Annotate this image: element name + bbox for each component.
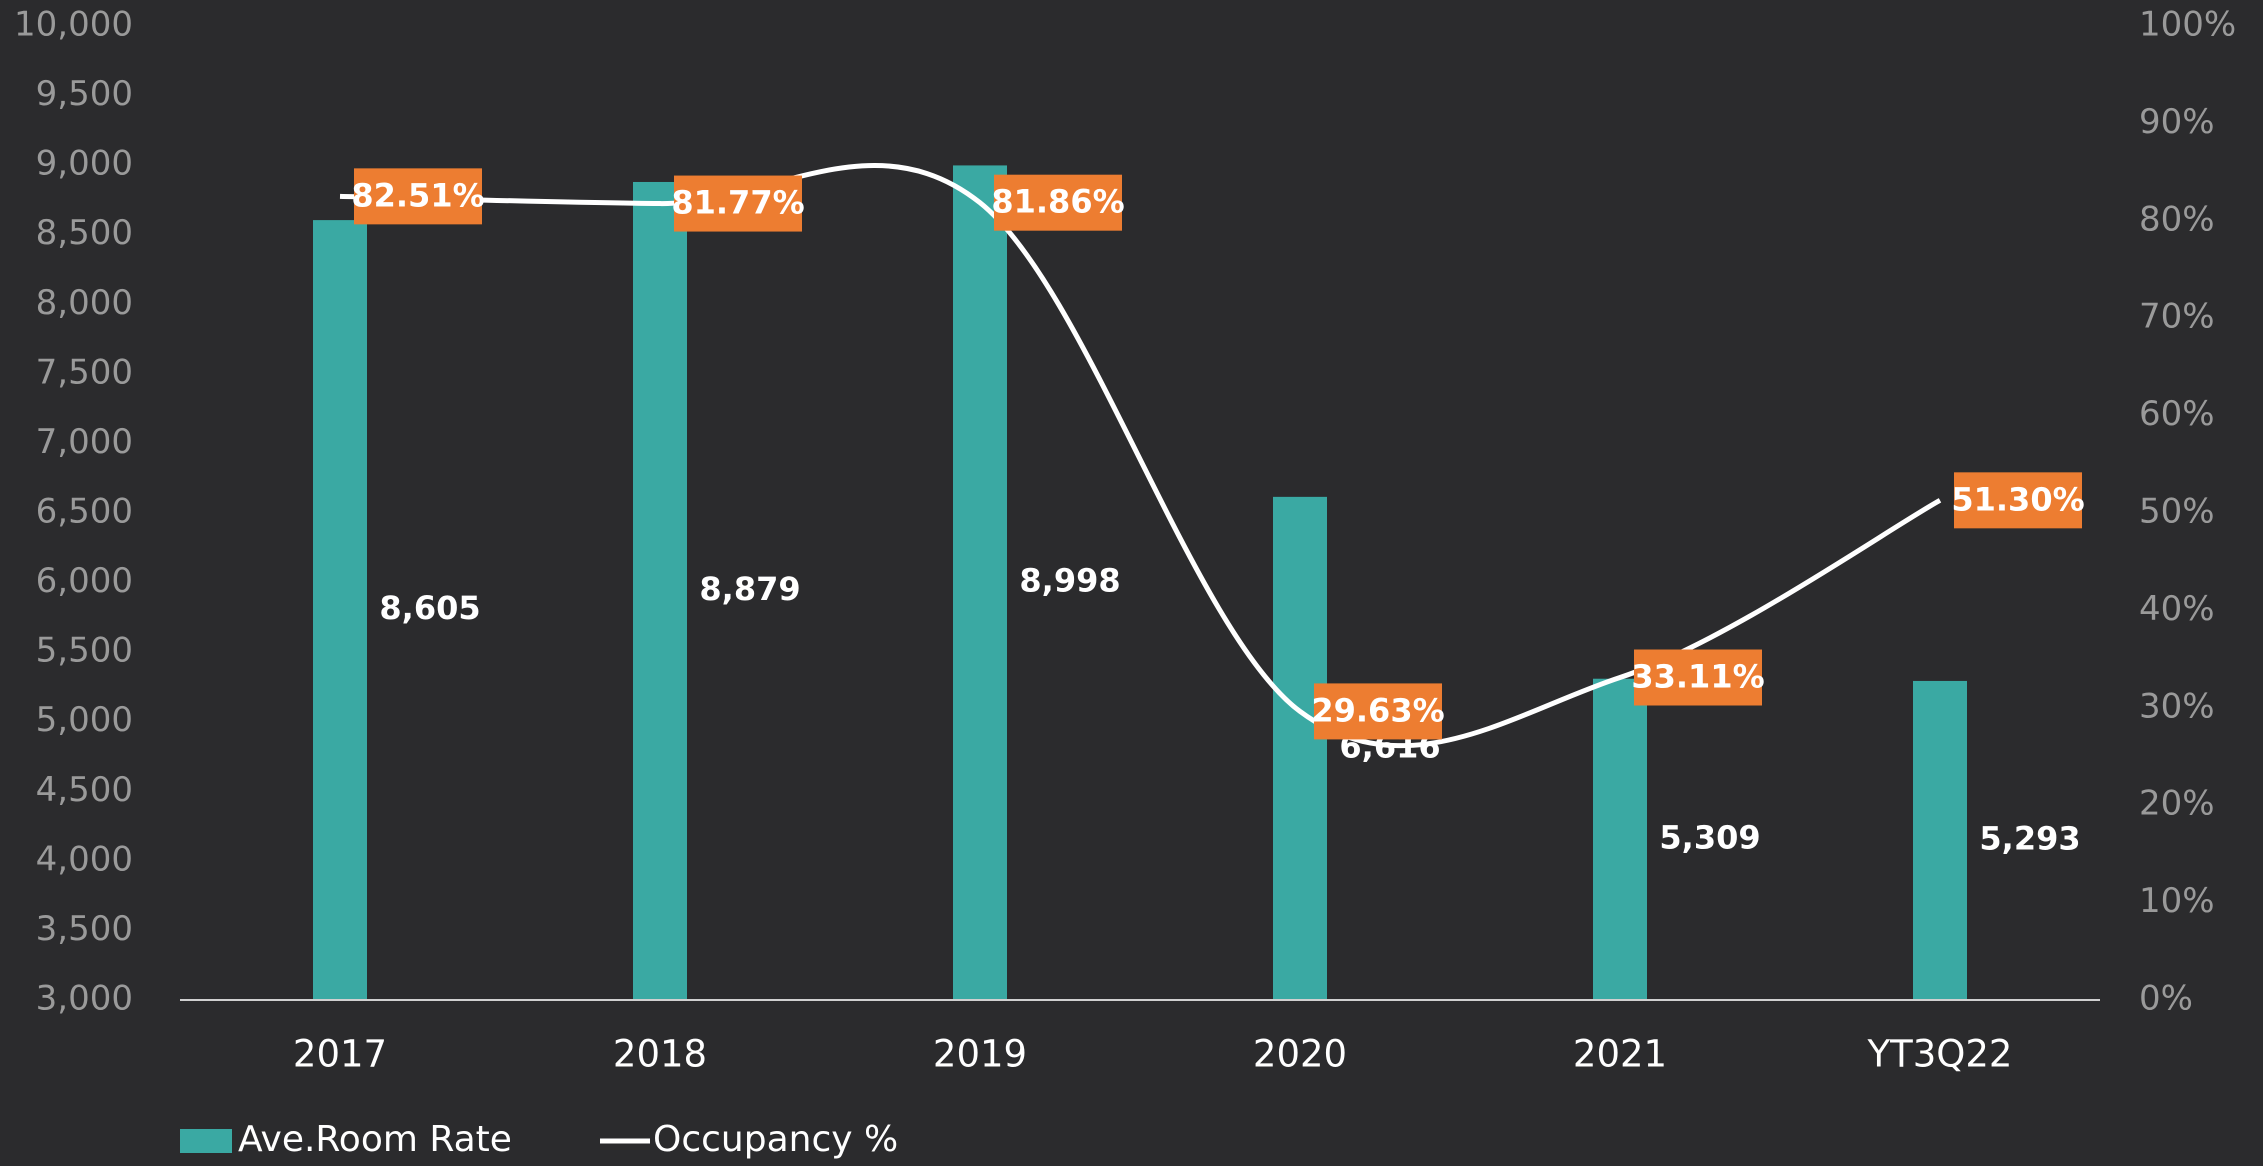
label-box	[1954, 472, 2082, 529]
y2-tick-label: 90%	[2139, 102, 2215, 142]
bar	[313, 220, 367, 1001]
y-tick-label: 5,500	[36, 631, 133, 671]
y-tick-label: 7,500	[36, 352, 133, 392]
bar	[1913, 680, 1967, 1000]
line-value-label: 81.77%	[671, 184, 804, 222]
y-tick-label: 3,000	[36, 979, 133, 1019]
y2-tick-label: 40%	[2139, 589, 2215, 629]
x-tick-label: 2021	[1573, 1033, 1667, 1076]
y-tick-label: 6,500	[36, 492, 133, 532]
label-box	[1634, 649, 1762, 706]
line-value-label: 81.86%	[991, 183, 1124, 221]
bar	[953, 165, 1007, 1000]
line-value-label: 33.11%	[1631, 658, 1764, 696]
line-value-label: 82.51%	[351, 176, 484, 214]
y2-tick-label: 30%	[2139, 686, 2215, 726]
x-tick-label: 2020	[1253, 1033, 1347, 1076]
y-tick-label: 9,500	[36, 74, 133, 114]
y2-tick-label: 80%	[2139, 199, 2215, 239]
label-box	[1314, 683, 1442, 740]
y-tick-label: 8,500	[36, 213, 133, 253]
bar-value-label: 8,998	[1019, 562, 1120, 600]
y-tick-label: 4,500	[36, 770, 133, 810]
y-tick-label: 9,000	[36, 144, 133, 184]
bar-value-label: 8,605	[379, 589, 480, 627]
bar	[633, 181, 687, 1001]
y-tick-label: 10,000	[14, 5, 133, 45]
y2-tick-label: 60%	[2139, 394, 2215, 434]
line-value-label: 29.63%	[1311, 691, 1444, 729]
bar-value-label: 8,879	[699, 570, 800, 608]
y-tick-label: 6,000	[36, 561, 133, 601]
y-tick-label: 5,000	[36, 700, 133, 740]
y2-tick-label: 100%	[2139, 5, 2236, 45]
y2-tick-label: 50%	[2139, 492, 2215, 532]
bar	[1593, 678, 1647, 1000]
y2-tick-label: 20%	[2139, 784, 2215, 824]
bar-value-label: 5,309	[1659, 818, 1760, 856]
line-value-label: 51.30%	[1951, 480, 2084, 518]
label-box	[354, 168, 482, 225]
y-tick-label: 7,000	[36, 422, 133, 462]
legend-label: Occupancy %	[653, 1119, 898, 1160]
y-tick-label: 3,500	[36, 909, 133, 949]
y2-tick-label: 70%	[2139, 297, 2215, 337]
label-box	[674, 175, 802, 232]
y-tick-label: 4,000	[36, 839, 133, 879]
x-tick-label: 2019	[933, 1033, 1027, 1076]
x-tick-label: YT3Q22	[1867, 1033, 2013, 1076]
bar-value-label: 5,293	[1979, 819, 2080, 857]
bar	[1273, 496, 1327, 1000]
y2-tick-label: 0%	[2139, 979, 2193, 1019]
x-tick-label: 2017	[293, 1033, 387, 1076]
x-tick-label: 2018	[613, 1033, 707, 1076]
y2-tick-label: 10%	[2139, 881, 2215, 921]
legend-swatch	[180, 1129, 232, 1153]
legend-label: Ave.Room Rate	[238, 1119, 512, 1160]
y-tick-label: 8,000	[36, 283, 133, 323]
label-box	[994, 174, 1122, 231]
